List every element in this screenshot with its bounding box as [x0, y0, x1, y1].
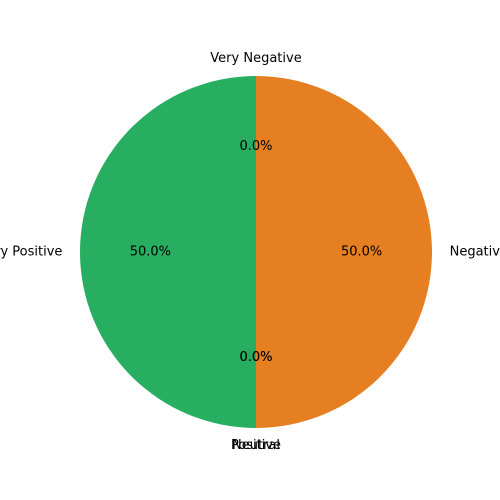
percentage-labels: 0.0%50.0%0.0%0.0%50.0% — [130, 139, 383, 365]
pct-neutral: 0.0% — [239, 350, 272, 365]
label-neutral: Neutral — [232, 438, 280, 453]
pct-very-negative: 0.0% — [239, 139, 272, 154]
pct-positive: 0.0% — [239, 350, 272, 365]
label-very-negative: Very Negative — [210, 51, 301, 66]
label-very-positive: Very Positive — [0, 245, 62, 260]
label-positive: Positive — [231, 438, 281, 453]
pct-very-positive: 50.0% — [130, 245, 171, 260]
slice-very-positive — [80, 76, 256, 428]
label-negative: Negative — [450, 245, 500, 260]
slice-negative — [256, 76, 432, 428]
pct-negative: 50.0% — [341, 245, 382, 260]
pie-slices — [80, 76, 432, 428]
